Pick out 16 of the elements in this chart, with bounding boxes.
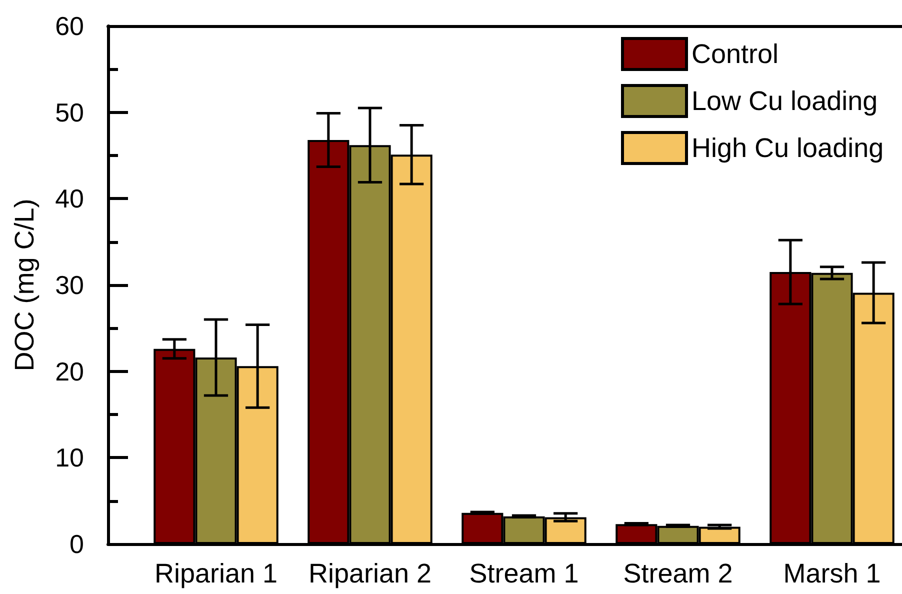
y-tick-label: 10 [55,442,84,473]
x-tick-label: Stream 2 [623,558,733,588]
y-tick-label: 40 [55,184,84,214]
x-tick-label: Riparian 2 [308,558,432,588]
y-tick-label: 50 [55,97,84,128]
y-tick-label: 20 [55,356,84,386]
y-tick-label: 0 [70,529,84,559]
x-tick-label: Stream 1 [469,558,579,588]
y-tick-label: 60 [55,11,84,41]
legend-label: Control [692,39,779,69]
x-tick-label: Marsh 1 [783,558,881,588]
y-tick-label: 30 [55,270,84,300]
y-axis-title: DOC (mg C/L) [10,198,40,372]
legend-label: High Cu loading [692,133,884,163]
x-tick-label: Riparian 1 [154,558,278,588]
legend-label: Low Cu loading [692,86,878,116]
